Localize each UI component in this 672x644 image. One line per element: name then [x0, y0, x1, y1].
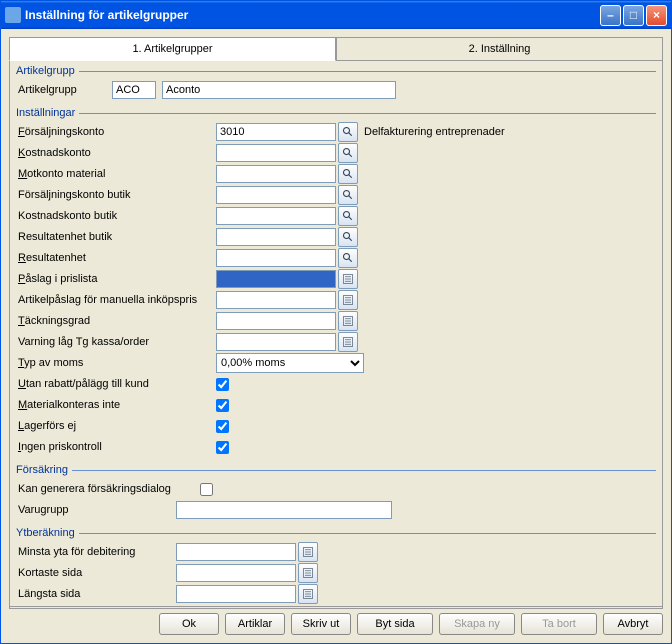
forsaljningskonto-desc: Delfakturering entreprenader — [364, 126, 505, 138]
artikelgrupp-code-input[interactable] — [112, 81, 156, 99]
resultatenhet-input[interactable] — [216, 249, 336, 267]
tab-artikelgrupper[interactable]: 1. Artikelgrupper — [9, 37, 336, 61]
app-icon — [5, 7, 21, 23]
utan-rabatt-checkbox[interactable] — [216, 378, 229, 391]
tackningsgrad-input[interactable] — [216, 312, 336, 330]
skapa-ny-button: Skapa ny — [439, 613, 515, 635]
group-ytberakning: Ytberäkning Minsta yta för debitering Ko… — [16, 527, 656, 609]
varugrupp-input[interactable] — [176, 501, 392, 519]
lookup-forsaljningskonto-button[interactable] — [338, 122, 358, 142]
label-artikelgrupp: Artikelgrupp — [16, 84, 112, 96]
kostnadskonto-input[interactable] — [216, 144, 336, 162]
label-kortaste: Kortaste sida — [16, 567, 176, 579]
byt-sida-button[interactable]: Byt sida — [357, 613, 433, 635]
label-motkonto: Motkonto material — [16, 168, 216, 180]
label-utan-rabatt: Utan rabatt/pålägg till kund — [16, 378, 216, 390]
legend-installningar: Inställningar — [16, 107, 79, 119]
legend-artikelgrupp: Artikelgrupp — [16, 65, 79, 77]
label-priskontroll: Ingen priskontroll — [16, 441, 216, 453]
maximize-button[interactable]: □ — [623, 5, 644, 26]
calc-kortaste-button[interactable] — [298, 563, 318, 583]
forsaljningskonto-butik-input[interactable] — [216, 186, 336, 204]
label-kan-generera: Kan generera försäkringsdialog — [16, 483, 200, 495]
group-installningar: Inställningar Försäljningskonto Delfaktu… — [16, 107, 656, 462]
tab-strip: 1. Artikelgrupper 2. Inställning — [9, 37, 663, 61]
calc-paslag-button[interactable] — [338, 269, 358, 289]
label-minsta-yta: Minsta yta för debitering — [16, 546, 176, 558]
langsta-input[interactable] — [176, 585, 296, 603]
minimize-button[interactable]: – — [600, 5, 621, 26]
label-typ-av-moms: Typ av moms — [16, 357, 216, 369]
calc-artikelpaslag-button[interactable] — [338, 290, 358, 310]
group-artikelgrupp: Artikelgrupp Artikelgrupp — [16, 65, 656, 105]
legend-ytberakning: Ytberäkning — [16, 527, 79, 539]
artikelgrupp-name-input[interactable] — [162, 81, 396, 99]
button-bar: Ok Artiklar Skriv ut Byt sida Skapa ny T… — [9, 606, 663, 635]
minsta-yta-input[interactable] — [176, 543, 296, 561]
lookup-kostnadskonto-button[interactable] — [338, 143, 358, 163]
artikelpaslag-input[interactable] — [216, 291, 336, 309]
paslag-input[interactable] — [216, 270, 336, 288]
skriv-ut-button[interactable]: Skriv ut — [291, 613, 351, 635]
motkonto-input[interactable] — [216, 165, 336, 183]
priskontroll-checkbox[interactable] — [216, 441, 229, 454]
label-forsaljningskonto-butik: Försäljningskonto butik — [16, 189, 216, 201]
kan-generera-checkbox[interactable] — [200, 483, 213, 496]
tab-installning[interactable]: 2. Inställning — [336, 37, 663, 61]
materialkonteras-checkbox[interactable] — [216, 399, 229, 412]
calc-minsta-yta-button[interactable] — [298, 542, 318, 562]
calc-varning-button[interactable] — [338, 332, 358, 352]
label-resultatenhet-butik: Resultatenhet butik — [16, 231, 216, 243]
label-kostnadskonto: Kostnadskonto — [16, 147, 216, 159]
calc-langsta-button[interactable] — [298, 584, 318, 604]
lagerfors-checkbox[interactable] — [216, 420, 229, 433]
window-title: Inställning för artikelgrupper — [25, 8, 600, 22]
legend-forsakring: Försäkring — [16, 464, 72, 476]
label-lagerfors: Lagerförs ej — [16, 420, 216, 432]
label-paslag: Påslag i prislista — [16, 273, 216, 285]
label-artikelpaslag: Artikelpåslag för manuella inköpspris — [16, 294, 216, 306]
label-langsta: Längsta sida — [16, 588, 176, 600]
label-forsaljningskonto: Försäljningskonto — [16, 126, 216, 138]
artiklar-button[interactable]: Artiklar — [225, 613, 285, 635]
forsaljningskonto-input[interactable] — [216, 123, 336, 141]
close-button[interactable]: × — [646, 5, 667, 26]
avbryt-button[interactable]: Avbryt — [603, 613, 663, 635]
lookup-kostnadskonto-butik-button[interactable] — [338, 206, 358, 226]
group-forsakring: Försäkring Kan generera försäkringsdialo… — [16, 464, 656, 525]
ta-bort-button: Ta bort — [521, 613, 597, 635]
lookup-forsaljningskonto-butik-button[interactable] — [338, 185, 358, 205]
label-kostnadskonto-butik: Kostnadskonto butik — [16, 210, 216, 222]
titlebar[interactable]: Inställning för artikelgrupper – □ × — [1, 1, 671, 29]
varning-input[interactable] — [216, 333, 336, 351]
ok-button[interactable]: Ok — [159, 613, 219, 635]
tab-panel: Artikelgrupp Artikelgrupp Inställningar … — [9, 61, 663, 609]
label-varugrupp: Varugrupp — [16, 504, 176, 516]
lookup-resultatenhet-butik-button[interactable] — [338, 227, 358, 247]
label-resultatenhet: Resultatenhet — [16, 252, 216, 264]
kostnadskonto-butik-input[interactable] — [216, 207, 336, 225]
resultatenhet-butik-input[interactable] — [216, 228, 336, 246]
typ-av-moms-select[interactable]: 0,00% moms — [216, 353, 364, 373]
lookup-resultatenhet-button[interactable] — [338, 248, 358, 268]
kortaste-input[interactable] — [176, 564, 296, 582]
lookup-motkonto-button[interactable] — [338, 164, 358, 184]
label-varning: Varning låg Tg kassa/order — [16, 336, 216, 348]
label-materialkonteras: Materialkonteras inte — [16, 399, 216, 411]
calc-tackningsgrad-button[interactable] — [338, 311, 358, 331]
content-area: 1. Artikelgrupper 2. Inställning Artikel… — [1, 29, 671, 613]
settings-window: Inställning för artikelgrupper – □ × 1. … — [0, 0, 672, 644]
label-tackningsgrad: Täckningsgrad — [16, 315, 216, 327]
